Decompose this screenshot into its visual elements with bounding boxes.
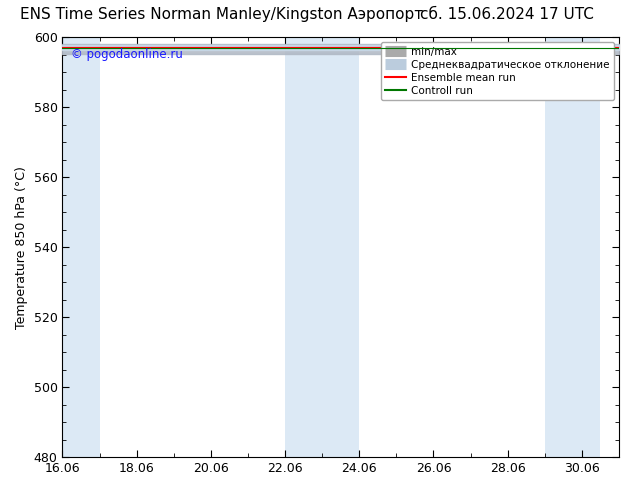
Bar bbox=[545, 37, 600, 457]
Legend: min/max, Среднеквадратическое отклонение, Ensemble mean run, Controll run: min/max, Среднеквадратическое отклонение… bbox=[381, 42, 614, 100]
Bar bbox=[62, 37, 100, 457]
Text: ENS Time Series Norman Manley/Kingston Аэропорт: ENS Time Series Norman Manley/Kingston А… bbox=[20, 7, 424, 23]
Y-axis label: Temperature 850 hPa (°С): Temperature 850 hPa (°С) bbox=[15, 166, 28, 329]
Bar bbox=[285, 37, 359, 457]
Text: сб. 15.06.2024 17 UTC: сб. 15.06.2024 17 UTC bbox=[420, 7, 594, 23]
Text: © pogodaonline.ru: © pogodaonline.ru bbox=[71, 48, 183, 61]
